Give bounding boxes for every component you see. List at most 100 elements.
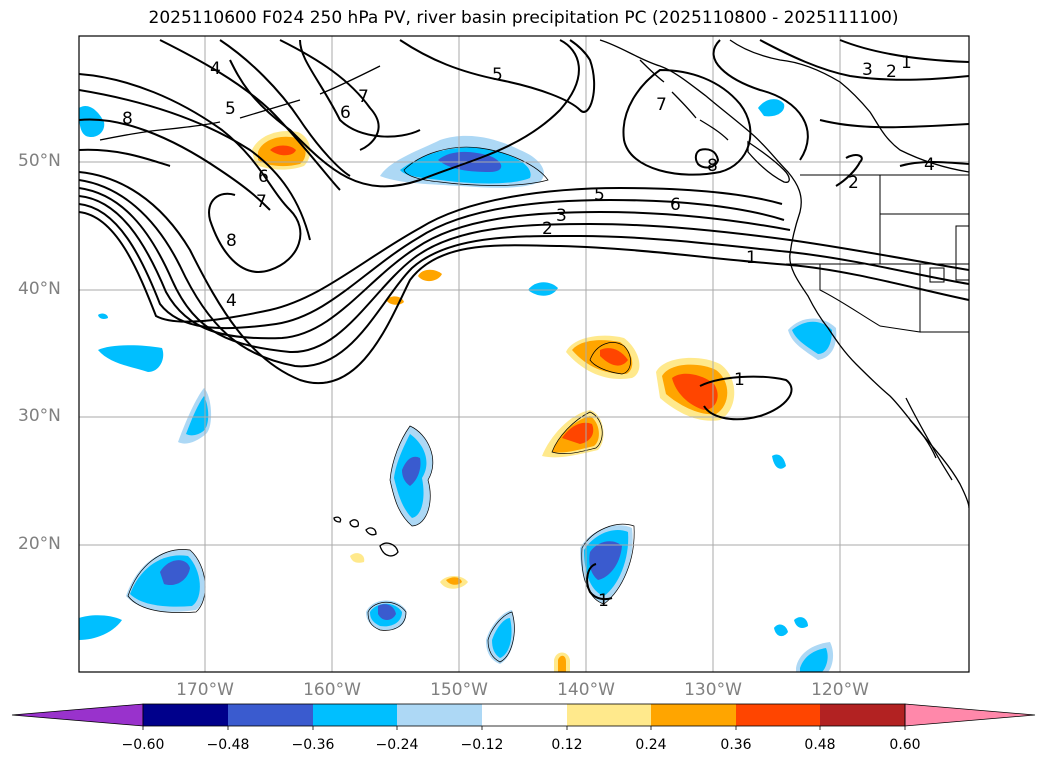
- pv-contour-line: [79, 171, 969, 384]
- contour-label: 1: [901, 53, 912, 73]
- contour-label: 2: [848, 173, 859, 193]
- contour-label: 8: [122, 109, 133, 129]
- colorbar-tick-label: −0.36: [291, 737, 335, 753]
- colorbar: [11, 703, 1036, 730]
- precip-neg-region: [794, 617, 808, 628]
- pv-contour-line: [819, 119, 969, 129]
- map-title: 2025110600 F024 250 hPa PV, river basin …: [148, 8, 899, 28]
- baja-california-coastline: [905, 397, 953, 481]
- colorbar-bin: [313, 704, 397, 726]
- precip-neg-region: [800, 648, 828, 672]
- vancouver-island-coastline: [747, 140, 790, 183]
- precip-anomaly-fills: [79, 99, 837, 672]
- colorbar-bin: [651, 704, 736, 726]
- pv-contour-line: [79, 186, 783, 323]
- pv-contour-line: [839, 39, 969, 63]
- colorbar-tick-label: 0.36: [720, 737, 752, 753]
- precip-neg-region: [402, 456, 421, 486]
- lat-label-40n: 40°N: [18, 279, 61, 299]
- contour-label: 6: [670, 195, 681, 215]
- lon-label-170w: 170°W: [176, 680, 234, 700]
- colorbar-bin: [482, 704, 567, 726]
- precip-neg-region: [160, 560, 190, 586]
- map-gridlines: [79, 36, 969, 672]
- contour-label: 1: [734, 370, 745, 390]
- contour-label: 7: [256, 192, 267, 212]
- precip-pos-region: [446, 577, 462, 585]
- hawaii-island: [379, 542, 399, 557]
- pv-contour-line: [699, 375, 793, 421]
- precip-neg-region: [378, 604, 396, 620]
- colorbar-bin: [228, 704, 313, 726]
- hawaii-island: [349, 519, 360, 528]
- pv-contour-line: [159, 39, 341, 191]
- colorbar-bin: [736, 704, 820, 726]
- pv-contour-line: [759, 39, 969, 81]
- colorbar-tick-label: −0.24: [375, 737, 419, 753]
- hawaii-island: [365, 527, 377, 536]
- contour-label: 1: [598, 591, 609, 611]
- precip-neg-region: [79, 105, 105, 138]
- colorbar-extend-high: [904, 703, 1036, 727]
- contour-label: 3: [556, 206, 567, 226]
- contour-label: 3: [862, 60, 873, 80]
- colorbar-bin: [143, 704, 228, 726]
- precip-neg-region: [792, 321, 832, 354]
- precip-neg-region: [492, 618, 512, 658]
- lat-label-30n: 30°N: [18, 406, 61, 426]
- lon-label-130w: 130°W: [684, 680, 742, 700]
- lat-label-20n: 20°N: [18, 534, 61, 554]
- contour-label: 5: [492, 65, 503, 85]
- contour-label: 1: [746, 248, 757, 268]
- alaska-panhandle-islands: [639, 59, 729, 141]
- pv-contours: [79, 39, 969, 601]
- colorbar-bin: [820, 704, 905, 726]
- pv-contour-line: [835, 154, 969, 187]
- precip-pos-region: [600, 348, 628, 366]
- colorbar-tick-label: 0.24: [635, 737, 667, 753]
- map-frame: [78, 35, 970, 673]
- lon-label-150w: 150°W: [430, 680, 488, 700]
- contour-label: 4: [924, 155, 935, 175]
- lat-label-50n: 50°N: [18, 151, 61, 171]
- contour-label: 7: [358, 87, 369, 107]
- colorbar-extend-low: [11, 703, 144, 727]
- pv-contour-line: [279, 39, 380, 151]
- colorbar-tick-label: 0.60: [889, 737, 921, 753]
- contour-label: 4: [210, 59, 221, 79]
- precip-neg-region: [98, 345, 164, 372]
- contour-label: 8: [707, 156, 718, 176]
- hawaii-island: [333, 516, 342, 523]
- pv-contour-line: [79, 89, 311, 241]
- precip-neg-region: [589, 541, 622, 580]
- contour-label: 6: [258, 167, 269, 187]
- precip-neg-region: [758, 99, 785, 117]
- contour-label: 2: [886, 62, 897, 82]
- contour-label: 2: [542, 219, 553, 239]
- precip-pos-region: [350, 553, 365, 563]
- pv-contour-line: [79, 179, 969, 368]
- precip-neg-region: [774, 624, 788, 637]
- pv-contour-line: [79, 198, 785, 330]
- pv-contour-line: [712, 39, 809, 161]
- precip-pos-region: [558, 655, 566, 672]
- colorbar-bin: [397, 704, 482, 726]
- colorbar-bin: [567, 704, 651, 726]
- map-plot-area: 1 1 1 1 2 2 2 3 3 4 4 4 5 5 5 6 6 6 7 7 …: [79, 36, 969, 672]
- pv-contour-line: [79, 39, 421, 211]
- contour-label: 5: [594, 185, 605, 205]
- lon-label-140w: 140°W: [557, 680, 615, 700]
- contour-label: 7: [656, 95, 667, 115]
- precip-neg-region: [79, 615, 122, 640]
- north-america-coastline: [729, 39, 969, 173]
- precip-pos-region: [270, 145, 296, 156]
- pv-contour-line: [79, 187, 969, 354]
- contour-label: 5: [225, 99, 236, 119]
- precip-neg-region: [186, 396, 209, 436]
- precip-neg-region: [98, 313, 108, 319]
- pv-contour-line: [399, 39, 596, 113]
- pv-contour-line: [79, 195, 791, 340]
- pv-contour-line: [79, 39, 580, 188]
- contour-label: 8: [226, 231, 237, 251]
